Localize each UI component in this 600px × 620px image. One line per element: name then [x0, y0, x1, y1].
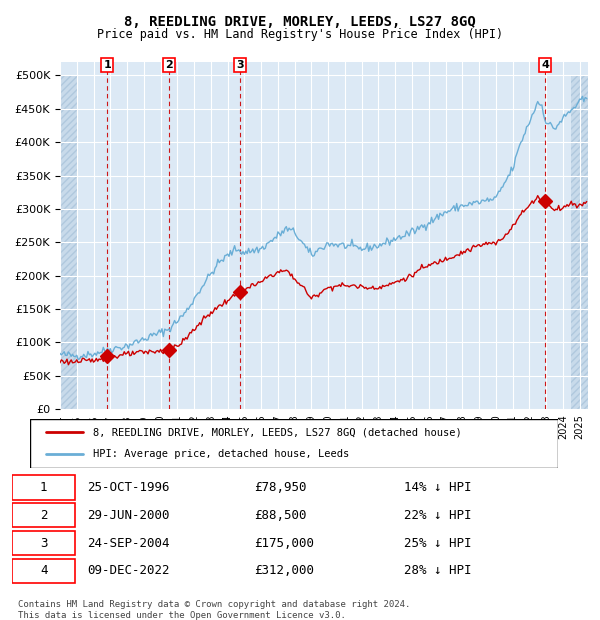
Text: 4: 4 [541, 60, 549, 70]
Text: 09-DEC-2022: 09-DEC-2022 [87, 564, 169, 577]
FancyBboxPatch shape [30, 418, 558, 468]
Text: 25-OCT-1996: 25-OCT-1996 [87, 481, 169, 494]
FancyBboxPatch shape [12, 503, 76, 528]
FancyBboxPatch shape [12, 559, 76, 583]
Text: £78,950: £78,950 [254, 481, 307, 494]
Bar [60, 76, 77, 409]
Text: 3: 3 [236, 60, 244, 70]
Text: 25% ↓ HPI: 25% ↓ HPI [404, 537, 471, 550]
Text: 14% ↓ HPI: 14% ↓ HPI [404, 481, 471, 494]
Text: 2: 2 [165, 60, 173, 70]
Text: 8, REEDLING DRIVE, MORLEY, LEEDS, LS27 8GQ (detached house): 8, REEDLING DRIVE, MORLEY, LEEDS, LS27 8… [94, 427, 462, 437]
Text: Contains HM Land Registry data © Crown copyright and database right 2024.: Contains HM Land Registry data © Crown c… [18, 600, 410, 609]
Text: This data is licensed under the Open Government Licence v3.0.: This data is licensed under the Open Gov… [18, 611, 346, 620]
FancyBboxPatch shape [12, 531, 76, 556]
Text: 4: 4 [40, 564, 47, 577]
Text: 1: 1 [103, 60, 111, 70]
Text: 8, REEDLING DRIVE, MORLEY, LEEDS, LS27 8GQ: 8, REEDLING DRIVE, MORLEY, LEEDS, LS27 8… [124, 16, 476, 30]
Text: 22% ↓ HPI: 22% ↓ HPI [404, 509, 471, 522]
Text: £312,000: £312,000 [254, 564, 314, 577]
Text: 28% ↓ HPI: 28% ↓ HPI [404, 564, 471, 577]
Text: 3: 3 [40, 537, 47, 550]
Text: HPI: Average price, detached house, Leeds: HPI: Average price, detached house, Leed… [94, 450, 350, 459]
Text: 24-SEP-2004: 24-SEP-2004 [87, 537, 169, 550]
Text: £175,000: £175,000 [254, 537, 314, 550]
Text: Price paid vs. HM Land Registry's House Price Index (HPI): Price paid vs. HM Land Registry's House … [97, 28, 503, 41]
Bar [571, 76, 588, 409]
Text: 29-JUN-2000: 29-JUN-2000 [87, 509, 169, 522]
Text: £88,500: £88,500 [254, 509, 307, 522]
FancyBboxPatch shape [12, 476, 76, 500]
Text: 2: 2 [40, 509, 47, 522]
Text: 1: 1 [40, 481, 47, 494]
